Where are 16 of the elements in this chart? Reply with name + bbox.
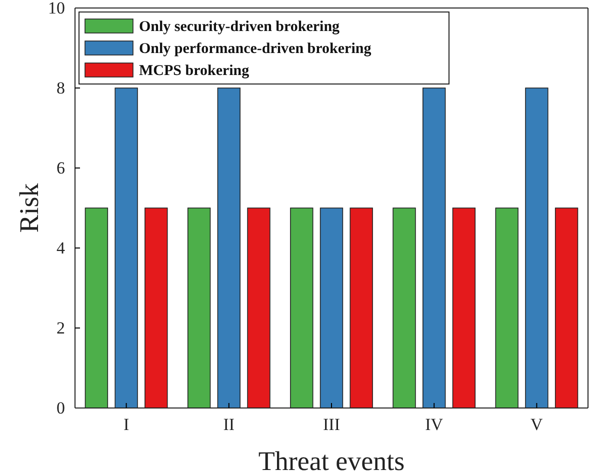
x-tick-label: I <box>123 415 130 434</box>
x-tick-label: III <box>323 415 340 434</box>
legend-label: MCPS brokering <box>139 63 250 79</box>
x-tick-label: V <box>530 415 544 434</box>
y-tick-label: 8 <box>56 78 65 98</box>
y-tick-label: 4 <box>56 238 66 258</box>
legend-label: Only performance-driven brokering <box>139 41 372 57</box>
x-axis-title: Threat events <box>258 446 405 475</box>
y-tick-label: 10 <box>48 0 65 18</box>
y-tick-label: 2 <box>56 318 65 338</box>
y-axis-title: Risk <box>14 182 44 233</box>
x-tick-label: II <box>223 415 235 434</box>
legend-label: Only security-driven brokering <box>139 19 340 35</box>
x-tick-label: IV <box>425 415 444 434</box>
y-tick-label: 6 <box>56 158 65 178</box>
y-tick-label: 0 <box>56 398 65 418</box>
